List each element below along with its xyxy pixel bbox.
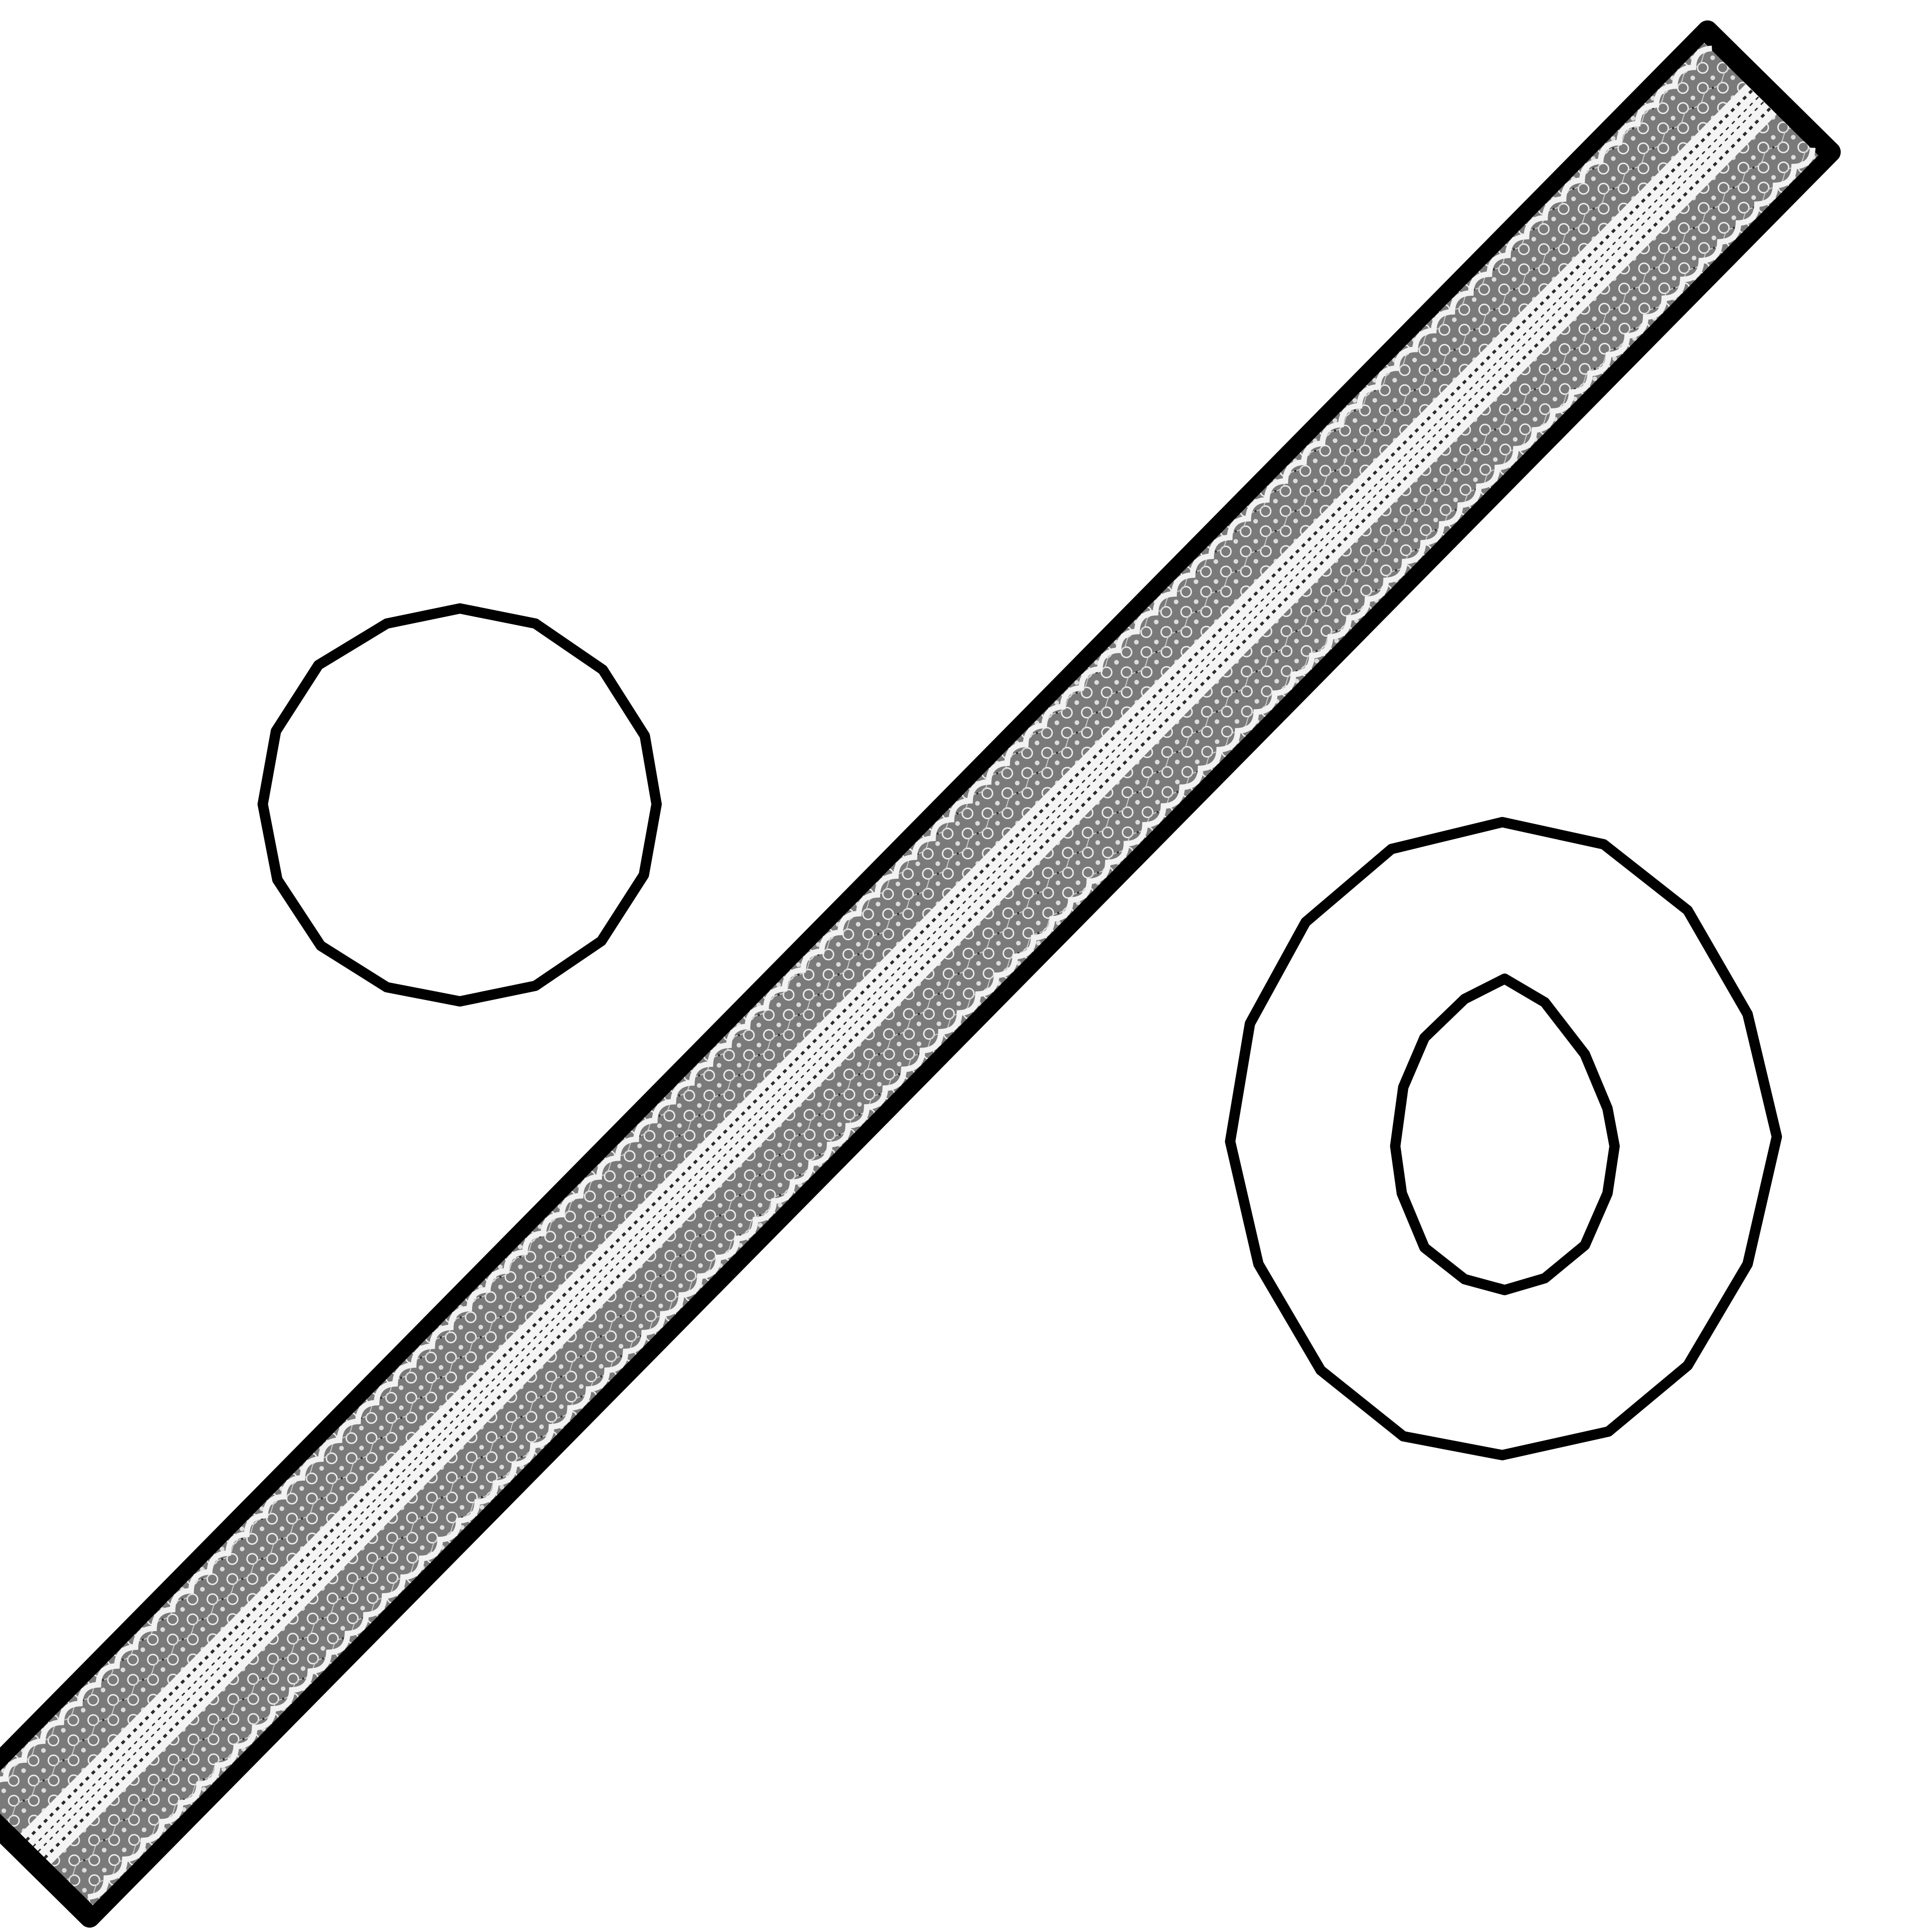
percent-lower-ring-inner [1390, 974, 1620, 1295]
lace-scallop-bottom [87, 147, 1816, 1900]
lace-scalloped-edges [0, 45, 1816, 1900]
lace-dot-line-bottom [41, 104, 1773, 1860]
lace-dot-line-middle [33, 96, 1765, 1852]
percent-upper-circle [258, 603, 662, 1007]
lace-scallop-top [0, 45, 1712, 1798]
lace-dot-line-top [24, 88, 1756, 1844]
lace-bar [0, 20, 1841, 1928]
